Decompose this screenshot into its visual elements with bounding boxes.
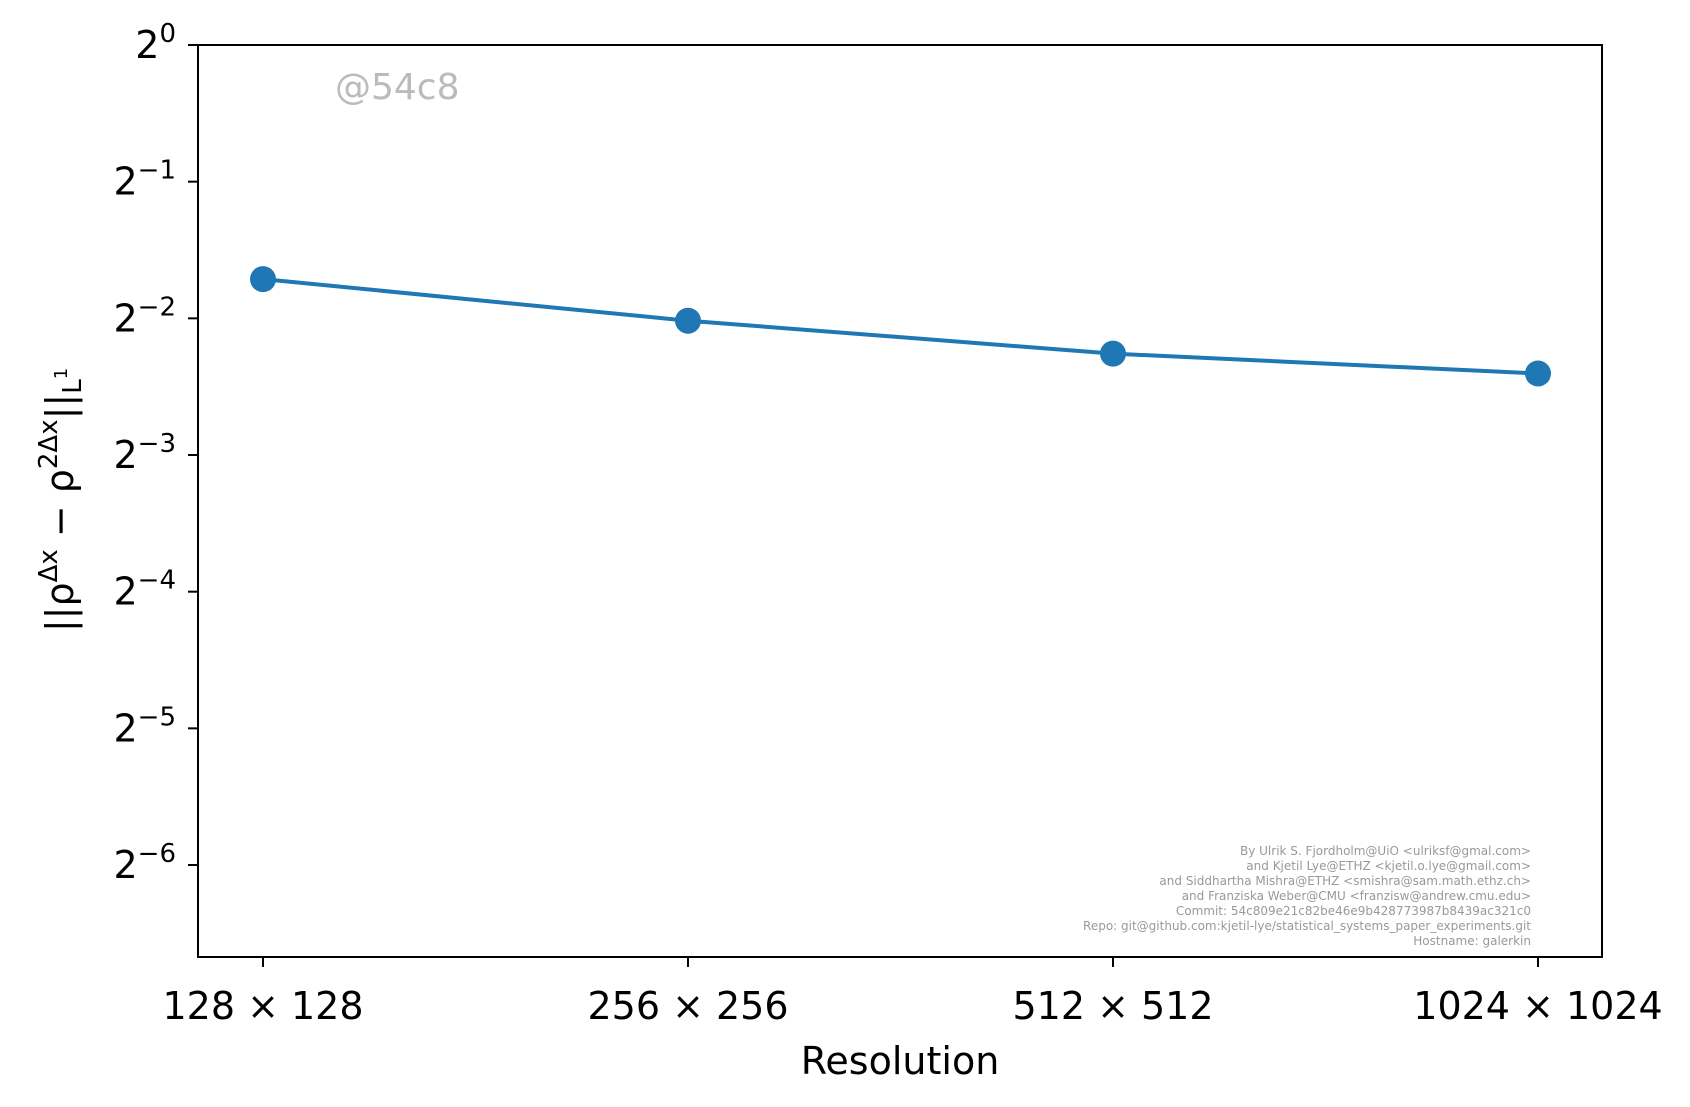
y-tick-label: 20 (135, 19, 176, 67)
y-tick-exponent: −3 (138, 429, 176, 459)
x-tick-label: 128 × 128 (162, 984, 363, 1028)
y-label-subsup: 1 (51, 368, 72, 379)
y-tick-label: 2−6 (113, 839, 176, 887)
y-label-close: || (38, 394, 83, 420)
y-label-sub: L (58, 379, 88, 394)
y-tick-exponent: −1 (138, 156, 176, 186)
y-tick-label: 2−3 (113, 429, 176, 477)
y-axis-ticks: 202−12−22−32−42−52−6 (113, 19, 198, 887)
y-tick-label: 2−4 (113, 566, 176, 614)
y-tick-label: 2−2 (113, 292, 176, 340)
y-tick-exponent: −5 (138, 702, 176, 732)
credit-line: and Siddhartha Mishra@ETHZ <smishra@sam.… (1159, 874, 1531, 888)
data-point (250, 266, 276, 293)
y-tick-label: 2−5 (113, 702, 176, 750)
y-tick-base: 2 (135, 23, 159, 67)
data-point (1525, 360, 1551, 387)
x-tick-label: 1024 × 1024 (1413, 984, 1662, 1028)
plot-frame (197, 44, 1603, 958)
credit-line: Repo: git@github.com:kjetil-lye/statisti… (1083, 919, 1531, 933)
y-tick-exponent: −2 (138, 292, 176, 322)
y-tick-base: 2 (113, 570, 137, 614)
y-label-sup2: 2Δx (34, 419, 64, 469)
credit-line: Commit: 54c809e21c82be46e9b428773987b843… (1176, 904, 1531, 918)
y-axis-label: ||ρΔx − ρ2Δx||L1 (34, 368, 88, 632)
credit-line: By Ulrik S. Fjordholm@UiO <ulriksf@gmal.… (1240, 844, 1531, 858)
plot-area (198, 45, 1602, 957)
y-label-open: ||ρ (38, 582, 83, 632)
y-tick-base: 2 (113, 433, 137, 477)
y-tick-base: 2 (113, 706, 137, 750)
x-axis-ticks: 128 × 128 256 × 256 512 × 512 1024 × 1024 (162, 957, 1663, 1028)
data-point (1100, 340, 1126, 367)
y-tick-exponent: −4 (138, 566, 176, 596)
credit-line: Hostname: galerkin (1413, 934, 1531, 948)
y-tick-exponent: 0 (159, 19, 176, 49)
y-label-minus: − ρ (38, 469, 82, 549)
y-label-sup1: Δx (34, 549, 64, 582)
watermark: @54c8 (335, 67, 460, 108)
y-tick-base: 2 (113, 296, 137, 340)
credit-line: and Kjetil Lye@ETHZ <kjetil.o.lye@gmail.… (1246, 859, 1531, 873)
y-tick-exponent: −6 (138, 839, 176, 869)
series-line (262, 277, 1539, 376)
credit-line: and Franziska Weber@CMU <franzisw@andrew… (1182, 889, 1531, 903)
x-tick-label: 256 × 256 (587, 984, 788, 1028)
x-tick-label: 512 × 512 (1012, 984, 1213, 1028)
x-axis-label: Resolution (801, 1039, 1000, 1083)
y-tick-base: 2 (113, 160, 137, 204)
y-tick-label: 2−1 (113, 156, 176, 204)
credits-block: By Ulrik S. Fjordholm@UiO <ulriksf@gmal.… (1083, 844, 1531, 948)
data-point (675, 307, 701, 334)
series-group (250, 266, 1551, 387)
y-tick-base: 2 (113, 843, 137, 887)
